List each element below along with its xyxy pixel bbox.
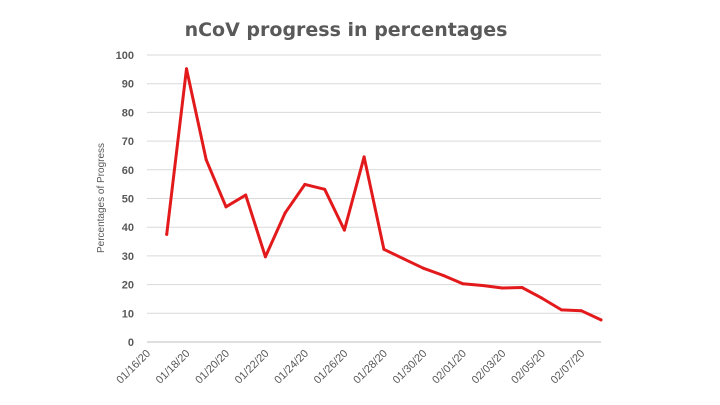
- x-tick-label: 02/07/20: [549, 348, 588, 387]
- x-tick-label: 01/22/20: [233, 348, 272, 387]
- x-tick-labels: 01/16/20 01/18/20 01/20/20 01/22/20 01/24/20…: [114, 348, 587, 387]
- x-tick-label: 01/28/20: [351, 348, 390, 387]
- x-tick-label: 01/24/20: [272, 348, 311, 387]
- x-tick-label: 01/26/20: [312, 348, 351, 387]
- y-tick-label: 10: [122, 308, 134, 320]
- data-point: [520, 285, 524, 289]
- data-point: [342, 228, 346, 232]
- y-tick-label: 20: [122, 280, 134, 292]
- y-tick-labels: 0 10 20 30 40 50 60 70 80 90 100: [116, 50, 134, 349]
- series-line: [165, 67, 603, 322]
- series-layer: [165, 67, 603, 322]
- x-tick-label: 01/30/20: [391, 348, 430, 387]
- x-tick-label: 01/20/20: [193, 348, 232, 387]
- y-tick-label: 90: [122, 79, 134, 91]
- x-tick-label: 02/01/20: [430, 348, 469, 387]
- data-point: [224, 205, 228, 209]
- x-tick-label: 01/18/20: [154, 348, 193, 387]
- data-point: [165, 232, 169, 236]
- data-point: [303, 182, 307, 186]
- data-point: [244, 193, 248, 197]
- y-tick-label: 50: [122, 194, 134, 206]
- y-tick-label: 30: [122, 251, 134, 263]
- data-point: [362, 155, 366, 159]
- data-point: [579, 309, 583, 313]
- data-point: [323, 187, 327, 191]
- data-point: [540, 296, 544, 300]
- x-tick-label: 01/16/20: [114, 348, 153, 387]
- x-tick-label: 02/05/20: [509, 348, 548, 387]
- y-axis-label: Percentages of Progress: [96, 143, 107, 253]
- chart-title: nCoV progress in percentages: [185, 19, 508, 41]
- data-point: [599, 318, 603, 322]
- data-point: [204, 158, 208, 162]
- y-tick-label: 60: [122, 165, 134, 177]
- data-point: [283, 211, 287, 215]
- y-tick-label: 40: [122, 222, 134, 234]
- x-tick-label: 02/03/20: [470, 348, 509, 387]
- data-point: [184, 67, 188, 71]
- data-point: [560, 308, 564, 312]
- data-point: [500, 286, 504, 290]
- data-point: [263, 255, 267, 259]
- data-point: [441, 273, 445, 277]
- data-point: [421, 266, 425, 270]
- y-tick-label: 100: [116, 50, 134, 62]
- y-tick-label: 70: [122, 136, 134, 148]
- data-point: [382, 247, 386, 251]
- y-tick-label: 0: [128, 337, 134, 349]
- data-point: [481, 283, 485, 287]
- data-point: [461, 282, 465, 286]
- y-tick-label: 80: [122, 107, 134, 119]
- data-point: [402, 257, 406, 261]
